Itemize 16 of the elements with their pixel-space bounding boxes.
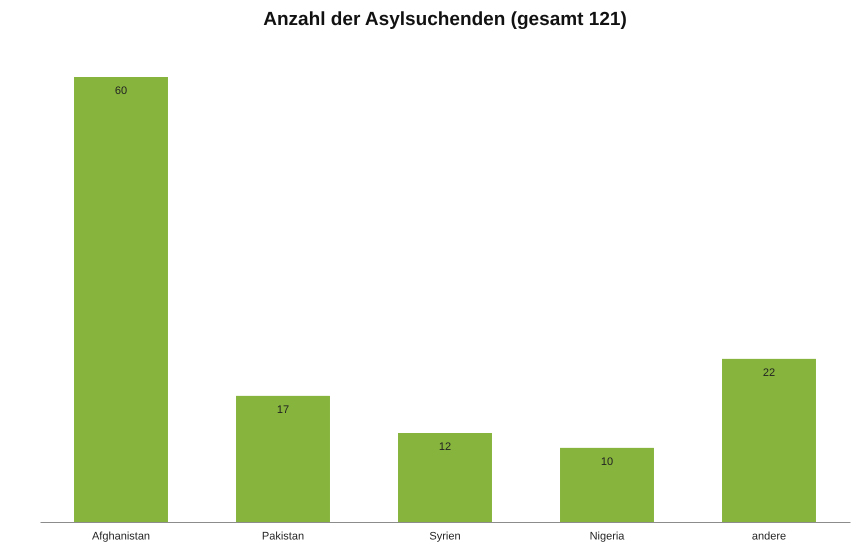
bar [560,448,654,522]
data-label: 17 [276,404,290,416]
bar [722,358,816,522]
data-label: 22 [762,366,776,379]
data-label: 10 [600,456,614,468]
x-tick-label: Nigeria [590,530,626,542]
x-tick-label: Pakistan [262,530,304,542]
x-tick-label: Syrien [429,530,461,542]
data-label: 60 [114,85,128,97]
bar [236,396,330,522]
bar [398,433,492,522]
x-tick-label: Afghanistan [92,530,150,542]
x-tick-label: andere [752,530,786,542]
bar [74,77,168,522]
data-label: 12 [438,441,452,453]
chart-title: Anzahl der Asylsuchenden (gesamt 121) [263,9,627,30]
